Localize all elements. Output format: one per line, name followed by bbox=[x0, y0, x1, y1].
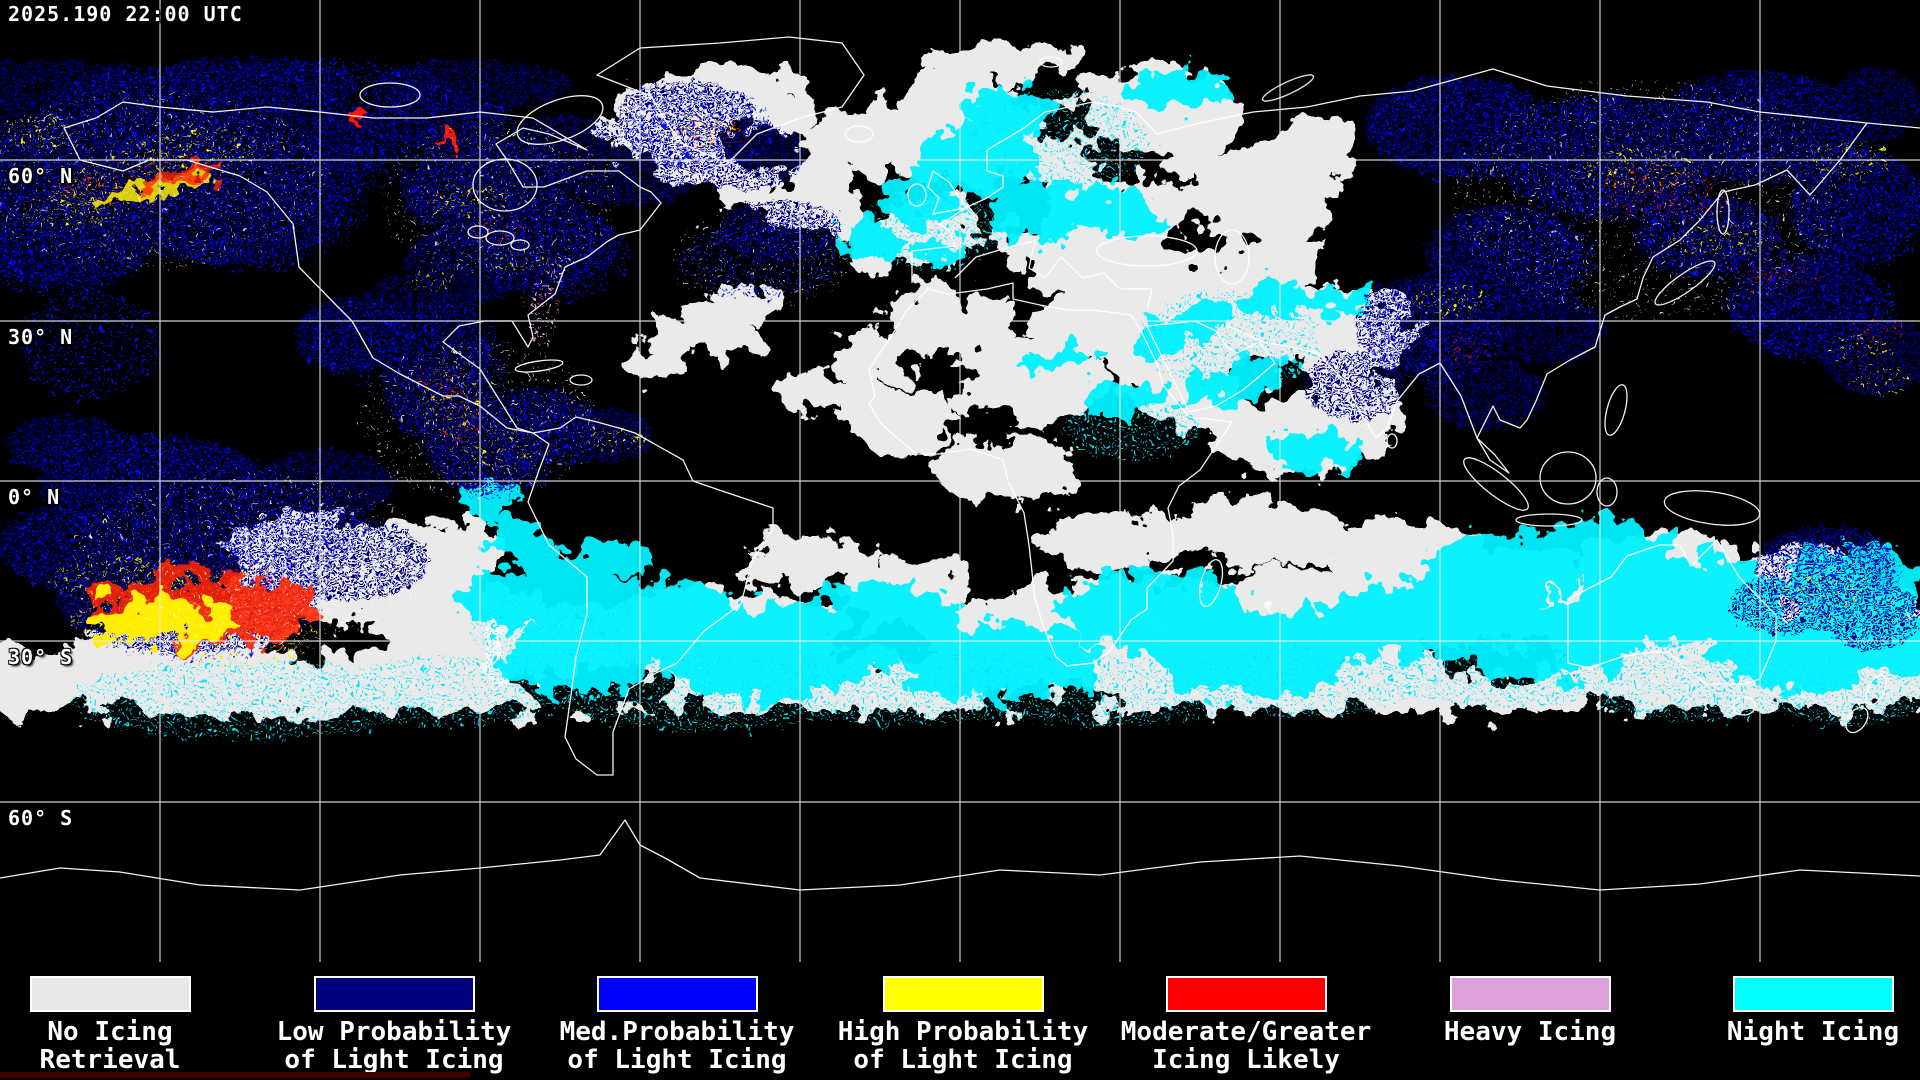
coastline-layer bbox=[0, 36, 1920, 891]
legend-item-moderate: Moderate/Greater Icing Likely bbox=[1116, 976, 1376, 1074]
legend-item-high-prob: High Probability of Light Icing bbox=[833, 976, 1093, 1074]
night-icing-speckle-layer bbox=[70, 90, 1920, 740]
legend-item-no-icing: No Icing Retrieval bbox=[0, 976, 240, 1074]
graticule-layer bbox=[0, 0, 1920, 962]
legend-label: Moderate/Greater bbox=[1120, 1017, 1372, 1047]
legend-label: Icing Likely bbox=[1152, 1045, 1340, 1075]
legend-label: Low Probability bbox=[276, 1017, 512, 1047]
legend-label: Retrieval bbox=[39, 1045, 181, 1075]
legend-label: No Icing bbox=[47, 1017, 173, 1047]
legend-label: of Light Icing bbox=[853, 1045, 1073, 1075]
legend-swatch-med-prob bbox=[596, 976, 758, 1012]
legend-label: of Light Icing bbox=[284, 1045, 504, 1075]
bottom-scan-strip bbox=[0, 1072, 470, 1078]
legend-swatch-high-prob bbox=[882, 976, 1044, 1012]
icing-map-canvas bbox=[0, 0, 1920, 962]
legend-label: Night Icing bbox=[1726, 1017, 1900, 1047]
legend-bar: No Icing Retrieval Low Probability of Li… bbox=[0, 962, 1920, 1080]
legend-item-med-prob: Med.Probability of Light Icing bbox=[547, 976, 807, 1074]
legend-swatch-heavy bbox=[1449, 976, 1611, 1012]
lat-label-60s: 60° S bbox=[8, 806, 74, 830]
legend-swatch-night bbox=[1732, 976, 1894, 1012]
lat-label-60n: 60° N bbox=[8, 164, 74, 188]
legend-swatch-no-icing bbox=[29, 976, 191, 1012]
legend-label: Med.Probability bbox=[559, 1017, 795, 1047]
legend-label: of Light Icing bbox=[567, 1045, 787, 1075]
legend-item-low-prob: Low Probability of Light Icing bbox=[264, 976, 524, 1074]
legend-item-night: Night Icing bbox=[1683, 976, 1920, 1046]
timestamp-label: 2025.190 22:00 UTC bbox=[8, 2, 243, 26]
legend-item-heavy: Heavy Icing bbox=[1400, 976, 1660, 1046]
legend-label: High Probability bbox=[837, 1017, 1089, 1047]
global-icing-map bbox=[0, 0, 1920, 962]
legend-label: Heavy Icing bbox=[1443, 1017, 1617, 1047]
legend-swatch-low-prob bbox=[313, 976, 475, 1012]
lat-label-30n: 30° N bbox=[8, 325, 74, 349]
legend-swatch-moderate bbox=[1165, 976, 1327, 1012]
lat-label-30s: 30° S bbox=[8, 645, 74, 669]
lat-label-0n: 0° N bbox=[8, 485, 61, 509]
